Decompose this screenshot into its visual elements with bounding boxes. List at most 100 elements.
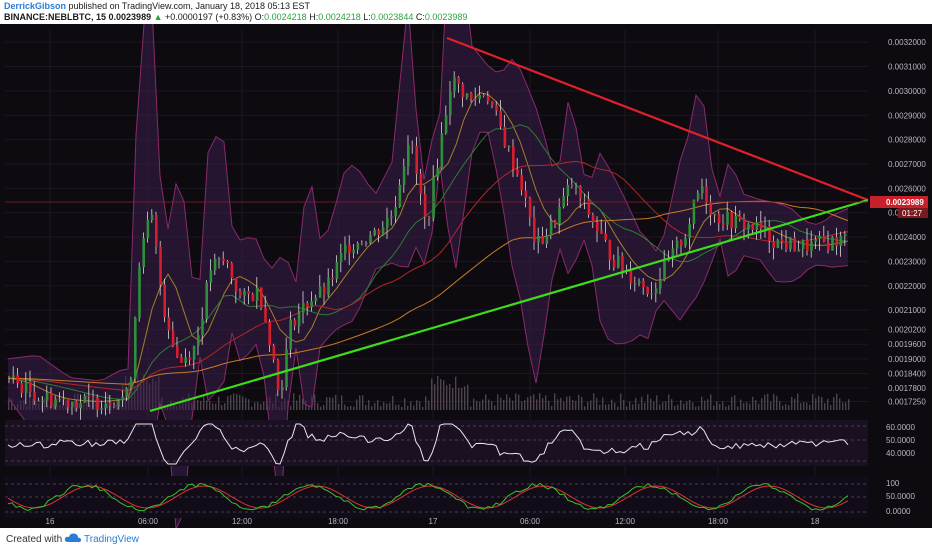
- volume-bar: [599, 404, 601, 410]
- volume-bar: [668, 394, 670, 410]
- chart-header: DerrickGibson published on TradingView.c…: [0, 0, 932, 24]
- candle-body: [37, 400, 40, 402]
- volume-bar: [755, 400, 757, 410]
- volume-bar: [503, 400, 505, 410]
- volume-bar: [197, 400, 199, 410]
- volume-bar: [587, 401, 589, 410]
- low-label: L:: [363, 12, 371, 22]
- candle-body: [373, 229, 376, 236]
- candle-body: [255, 287, 259, 301]
- volume-bar: [707, 399, 709, 410]
- price-tick-label: 0.0032000: [888, 38, 926, 47]
- price-tick-label: 0.0021000: [888, 306, 926, 315]
- volume-bar: [554, 393, 556, 410]
- candle-body: [633, 283, 637, 285]
- candle-body: [722, 223, 725, 225]
- candle-body: [717, 213, 721, 224]
- candle-body: [457, 77, 460, 84]
- volume-bar: [635, 397, 637, 410]
- volume-bar: [209, 400, 211, 410]
- volume-bar: [596, 397, 598, 410]
- volume-bar: [791, 396, 793, 410]
- volume-bar: [785, 404, 787, 410]
- volume-bar: [581, 396, 583, 410]
- price-tick-label: 0.0017250: [888, 398, 926, 407]
- candle-body: [344, 244, 347, 253]
- candle-body: [768, 226, 771, 241]
- candle-body: [428, 216, 431, 219]
- volume-bar: [356, 399, 358, 410]
- tradingview-cloud-icon: [64, 533, 82, 543]
- volume-bar: [359, 395, 361, 410]
- candle-body: [29, 381, 32, 392]
- volume-bar: [452, 387, 454, 410]
- volume-bar: [302, 398, 304, 410]
- candle-body: [751, 224, 754, 230]
- price-chart[interactable]: 0.0032000 0.0031000 0.0030000 0.0029000 0.00…: [0, 24, 932, 528]
- candle-body: [743, 218, 746, 230]
- volume-bar: [293, 393, 295, 410]
- time-tick-label: 06:00: [520, 517, 541, 526]
- candle-body: [461, 83, 465, 98]
- volume-bar: [722, 401, 724, 410]
- volume-bar: [530, 395, 532, 410]
- last-price-tag-label: 0.0023989: [886, 198, 924, 207]
- candle-body: [360, 243, 364, 245]
- volume-bar: [632, 404, 634, 410]
- last-price: 0.0023989: [108, 12, 152, 22]
- volume-bar: [437, 375, 439, 410]
- author-link[interactable]: DerrickGibson: [4, 1, 67, 11]
- candle-body: [45, 393, 49, 401]
- time-tick-label: 18:00: [328, 517, 349, 526]
- candle-body: [419, 173, 423, 195]
- volume-bar: [521, 401, 523, 410]
- volume-bar: [440, 378, 442, 410]
- volume-bar: [407, 405, 409, 410]
- volume-bar: [698, 406, 700, 410]
- volume-bar: [764, 394, 766, 410]
- volume-bar: [545, 395, 547, 410]
- candle-body: [66, 398, 70, 408]
- candle-body: [759, 222, 763, 229]
- volume-bar: [815, 398, 817, 410]
- candle-body: [121, 396, 124, 401]
- candle-body: [155, 214, 158, 247]
- countdown-tag: [898, 208, 928, 218]
- volume-bar: [413, 405, 415, 410]
- volume-bar: [647, 394, 649, 410]
- volume-bar: [230, 394, 232, 410]
- volume-bar: [761, 398, 763, 410]
- volume-bar: [446, 385, 448, 410]
- volume-bar: [710, 394, 712, 410]
- candle-body: [192, 345, 196, 360]
- volume-bar: [779, 401, 781, 410]
- support-trendline: [149, 198, 869, 413]
- candle-body: [570, 184, 574, 187]
- volume-bar: [338, 403, 340, 410]
- candle-body: [79, 402, 82, 409]
- volume-bar: [404, 398, 406, 410]
- candle-body: [465, 93, 469, 98]
- candle-body: [642, 281, 645, 288]
- volume-bar: [629, 401, 631, 410]
- publish-info: published on TradingView.com, January 18…: [68, 1, 311, 11]
- volume-bar: [206, 400, 208, 410]
- volume-bar: [551, 405, 553, 410]
- candle-body: [83, 395, 87, 403]
- tradingview-brand-link[interactable]: TradingView: [84, 534, 140, 545]
- price-tick-label: 0.0019600: [888, 340, 926, 349]
- volume-bar: [227, 396, 229, 410]
- volume-bar: [326, 397, 328, 410]
- candle-body: [839, 235, 843, 246]
- volume-bar: [800, 403, 802, 410]
- candle-body: [772, 241, 775, 249]
- trendlines: [5, 36, 869, 413]
- volume-bar: [290, 405, 292, 410]
- volume-bar: [497, 394, 499, 410]
- volume-bar: [425, 396, 427, 410]
- volume-bar: [221, 405, 223, 410]
- candle-body: [549, 221, 553, 236]
- price-tick-label: 0.0024000: [888, 233, 926, 242]
- candle-body: [684, 238, 687, 246]
- candle-body: [801, 240, 805, 250]
